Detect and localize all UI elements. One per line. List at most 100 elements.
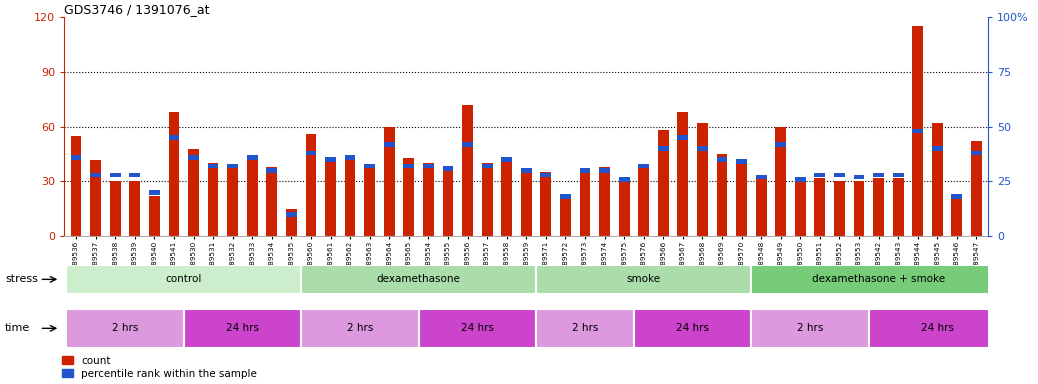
Bar xyxy=(561,194,571,199)
Bar xyxy=(873,178,884,236)
Bar xyxy=(756,175,766,179)
Bar xyxy=(752,265,1006,294)
Bar xyxy=(130,182,140,236)
Bar xyxy=(952,194,962,199)
Bar xyxy=(267,168,277,173)
Bar xyxy=(932,146,943,151)
Bar xyxy=(247,160,257,236)
Bar xyxy=(795,182,805,236)
Bar xyxy=(873,172,884,177)
Bar xyxy=(345,155,355,160)
Bar xyxy=(345,160,355,236)
Bar xyxy=(698,123,708,236)
Bar xyxy=(149,190,160,195)
Bar xyxy=(736,160,747,236)
Bar xyxy=(301,265,536,294)
Text: stress: stress xyxy=(5,274,38,285)
Text: 2 hrs: 2 hrs xyxy=(347,323,373,333)
Bar xyxy=(404,164,414,169)
Bar xyxy=(424,163,434,236)
Bar xyxy=(678,112,688,236)
Bar xyxy=(619,182,629,236)
Bar xyxy=(698,146,708,151)
Bar xyxy=(561,196,571,236)
Bar xyxy=(619,177,629,182)
Text: 2 hrs: 2 hrs xyxy=(797,323,823,333)
Bar xyxy=(775,127,786,236)
Bar xyxy=(678,136,688,140)
Bar xyxy=(325,158,336,236)
Bar xyxy=(599,167,610,236)
Bar xyxy=(188,155,199,160)
Bar xyxy=(442,166,454,170)
Bar xyxy=(599,168,610,173)
Bar xyxy=(208,163,218,236)
Bar xyxy=(536,265,752,294)
Text: 24 hrs: 24 hrs xyxy=(676,323,709,333)
Text: time: time xyxy=(5,323,30,333)
Bar xyxy=(638,164,649,169)
Bar xyxy=(869,309,1006,348)
Bar xyxy=(66,265,301,294)
Bar xyxy=(424,164,434,169)
Bar xyxy=(482,164,492,169)
Bar xyxy=(815,178,825,236)
Text: 24 hrs: 24 hrs xyxy=(226,323,258,333)
Text: 24 hrs: 24 hrs xyxy=(921,323,954,333)
Bar xyxy=(501,160,512,236)
Bar xyxy=(149,196,160,236)
Bar xyxy=(893,172,903,177)
Bar xyxy=(835,172,845,177)
Bar xyxy=(305,134,317,236)
Bar xyxy=(66,309,184,348)
Bar xyxy=(462,142,473,147)
Bar xyxy=(835,182,845,236)
Bar xyxy=(912,129,923,133)
Bar xyxy=(579,168,591,173)
Bar xyxy=(756,178,766,236)
Bar xyxy=(364,167,375,236)
Bar xyxy=(442,167,454,236)
Bar xyxy=(521,172,531,236)
Legend: count, percentile rank within the sample: count, percentile rank within the sample xyxy=(62,356,257,379)
Bar xyxy=(110,172,120,177)
Bar xyxy=(815,172,825,177)
Bar xyxy=(952,196,962,236)
Bar xyxy=(90,160,101,236)
Text: dexamethasone: dexamethasone xyxy=(377,274,461,285)
Bar xyxy=(227,167,238,236)
Bar xyxy=(853,175,865,179)
Text: 2 hrs: 2 hrs xyxy=(112,323,138,333)
Bar xyxy=(384,142,394,147)
Bar xyxy=(184,309,301,348)
Bar xyxy=(325,157,336,162)
Text: smoke: smoke xyxy=(627,274,661,285)
Bar xyxy=(71,155,81,160)
Bar xyxy=(130,172,140,177)
Text: 24 hrs: 24 hrs xyxy=(461,323,494,333)
Bar xyxy=(932,123,943,236)
Bar xyxy=(286,212,297,217)
Bar xyxy=(541,172,551,177)
Bar xyxy=(752,309,869,348)
Bar xyxy=(267,167,277,236)
Bar xyxy=(716,154,728,236)
Bar xyxy=(247,155,257,160)
Bar xyxy=(716,157,728,162)
Bar xyxy=(579,170,591,236)
Bar xyxy=(286,209,297,236)
Bar xyxy=(168,136,180,140)
Bar xyxy=(90,172,101,177)
Bar xyxy=(418,309,536,348)
Bar xyxy=(972,151,982,155)
Bar xyxy=(301,309,418,348)
Bar xyxy=(462,105,473,236)
Bar xyxy=(736,159,747,164)
Text: 2 hrs: 2 hrs xyxy=(572,323,598,333)
Bar xyxy=(658,131,668,236)
Bar xyxy=(482,163,492,236)
Bar xyxy=(795,177,805,182)
Text: GDS3746 / 1391076_at: GDS3746 / 1391076_at xyxy=(64,3,210,16)
Text: control: control xyxy=(165,274,202,285)
Bar xyxy=(404,158,414,236)
